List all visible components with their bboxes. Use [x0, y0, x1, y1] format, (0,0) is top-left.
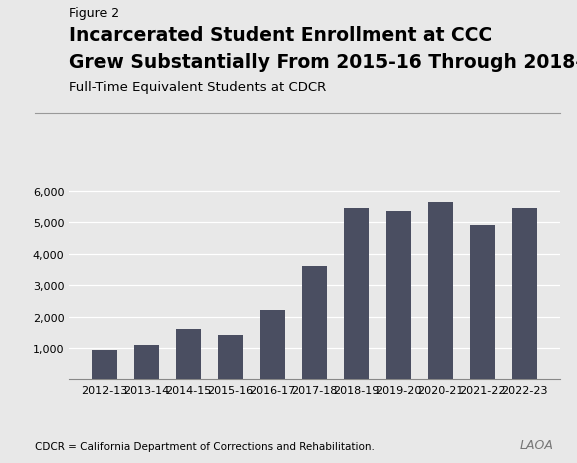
Bar: [260, 311, 285, 380]
Bar: [134, 345, 159, 380]
Text: CDCR = California Department of Corrections and Rehabilitation.: CDCR = California Department of Correcti…: [35, 441, 374, 451]
Text: Figure 2: Figure 2: [69, 7, 119, 20]
Text: Grew Substantially From 2015-16 Through 2018-19: Grew Substantially From 2015-16 Through …: [69, 53, 577, 72]
Bar: [386, 212, 411, 380]
Text: Incarcerated Student Enrollment at CCC: Incarcerated Student Enrollment at CCC: [69, 25, 493, 44]
Bar: [344, 209, 369, 380]
Bar: [175, 330, 201, 380]
Bar: [512, 209, 537, 380]
Text: LAOA: LAOA: [520, 438, 554, 451]
Bar: [218, 336, 243, 380]
Text: Full-Time Equivalent Students at CDCR: Full-Time Equivalent Students at CDCR: [69, 81, 327, 94]
Bar: [92, 350, 117, 380]
Bar: [470, 226, 495, 380]
Bar: [428, 202, 454, 380]
Bar: [302, 267, 327, 380]
